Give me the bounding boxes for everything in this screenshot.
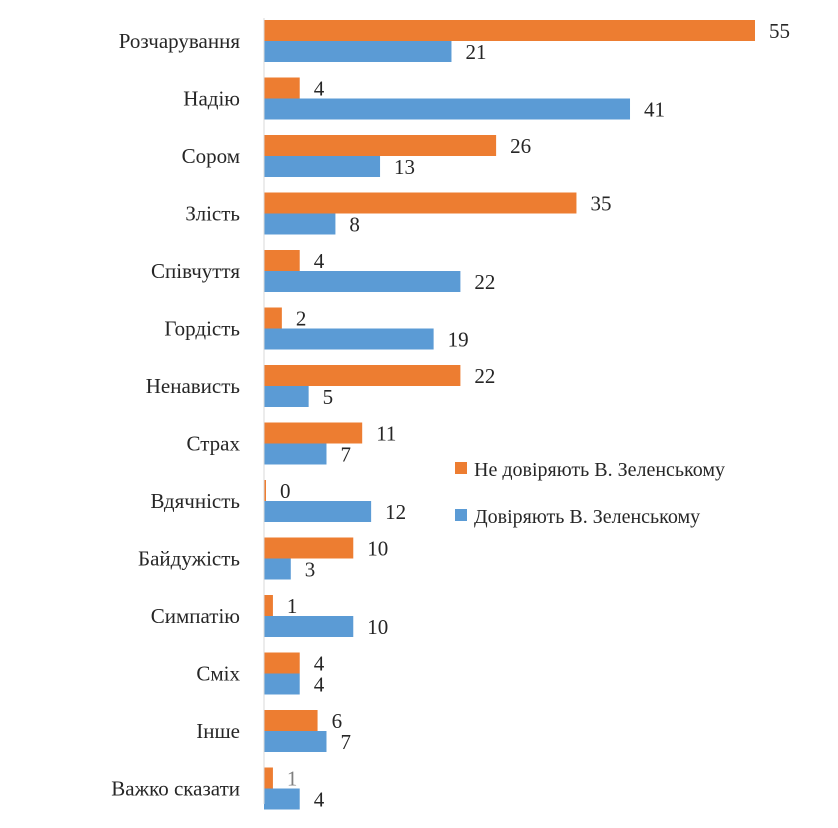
bar-trust-cat-5	[264, 328, 434, 350]
legend-swatch-distrust	[455, 462, 467, 474]
category-labels-group: Розчарування Надію Сором Злість Співчуття Гор…	[111, 29, 240, 801]
bar-distrust-cat-3	[264, 192, 577, 214]
value-label-distrust-cat-9: 10	[367, 537, 388, 561]
value-label-distrust-cat-10: 1	[287, 594, 298, 618]
bar-trust-cat-2	[264, 156, 381, 177]
value-label-distrust-cat-2: 26	[510, 134, 531, 158]
category-label-cat-10: Симпатію	[151, 604, 240, 628]
value-label-distrust-cat-3: 35	[590, 192, 611, 216]
bar-distrust-cat-12	[264, 710, 318, 731]
category-label-cat-9: Байдужість	[138, 547, 240, 571]
bar-trust-cat-8	[264, 501, 372, 522]
bar-distrust-cat-10	[264, 595, 273, 616]
value-label-trust-cat-12: 7	[340, 730, 351, 754]
bar-distrust-cat-7	[264, 422, 363, 444]
value-labels-group: 5521441261335842221922511701210311044671…	[280, 19, 790, 812]
bars-group	[264, 20, 755, 810]
category-label-cat-8: Вдячність	[150, 489, 240, 513]
bar-trust-cat-9	[264, 558, 291, 580]
bar-trust-cat-13	[264, 788, 300, 810]
bar-distrust-cat-11	[264, 652, 300, 674]
category-label-cat-12: Інше	[196, 719, 240, 743]
value-label-distrust-cat-5: 2	[296, 307, 307, 331]
bar-distrust-cat-1	[264, 77, 300, 99]
bar-distrust-cat-5	[264, 307, 282, 329]
category-label-cat-6: Ненависть	[146, 374, 240, 398]
value-label-distrust-cat-11: 4	[314, 652, 325, 676]
value-label-trust-cat-13: 4	[314, 788, 325, 812]
category-label-cat-0: Розчарування	[119, 29, 241, 53]
value-label-trust-cat-9: 3	[305, 558, 316, 582]
legend: Не довіряють В. Зеленському Довіряють В.…	[455, 459, 725, 528]
bar-distrust-cat-4	[264, 250, 300, 271]
value-label-trust-cat-6: 5	[323, 385, 334, 409]
bar-distrust-cat-13	[264, 767, 273, 789]
value-label-trust-cat-10: 10	[367, 615, 388, 639]
value-label-distrust-cat-0: 55	[769, 19, 790, 43]
bar-trust-cat-1	[264, 98, 631, 120]
category-label-cat-4: Співчуття	[151, 259, 240, 283]
category-label-cat-1: Надію	[183, 87, 240, 111]
category-label-cat-2: Сором	[182, 144, 240, 168]
bar-distrust-cat-9	[264, 537, 354, 559]
bar-trust-cat-3	[264, 213, 336, 235]
value-label-distrust-cat-6: 22	[474, 364, 495, 388]
value-label-trust-cat-11: 4	[314, 673, 325, 697]
value-label-trust-cat-1: 41	[644, 98, 665, 122]
value-label-distrust-cat-8: 0	[280, 479, 291, 503]
bar-trust-cat-10	[264, 616, 354, 637]
value-label-trust-cat-0: 21	[465, 40, 486, 64]
value-label-distrust-cat-7: 11	[376, 422, 396, 446]
bar-trust-cat-7	[264, 443, 327, 465]
value-label-distrust-cat-12: 6	[332, 709, 343, 733]
bar-trust-cat-11	[264, 673, 300, 695]
value-label-trust-cat-8: 12	[385, 500, 406, 524]
bar-distrust-cat-2	[264, 135, 497, 156]
value-label-distrust-cat-1: 4	[314, 77, 325, 101]
category-label-cat-5: Гордість	[164, 317, 240, 341]
value-label-distrust-cat-13: 1	[287, 767, 298, 791]
value-label-trust-cat-3: 8	[349, 213, 360, 237]
bar-trust-cat-4	[264, 271, 461, 292]
bar-trust-cat-12	[264, 731, 327, 752]
value-label-trust-cat-4: 22	[474, 270, 495, 294]
bar-trust-cat-6	[264, 386, 309, 407]
bar-distrust-cat-8	[264, 480, 266, 501]
bar-distrust-cat-0	[264, 20, 755, 41]
category-label-cat-3: Злість	[185, 202, 240, 226]
category-label-cat-7: Страх	[187, 432, 241, 456]
value-label-trust-cat-7: 7	[340, 443, 351, 467]
legend-label-trust: Довіряють В. Зеленському	[474, 506, 700, 528]
bar-trust-cat-0	[264, 41, 452, 62]
legend-label-distrust: Не довіряють В. Зеленському	[474, 459, 725, 481]
value-label-trust-cat-5: 19	[448, 328, 469, 352]
bar-distrust-cat-6	[264, 365, 461, 386]
category-label-cat-13: Важко сказати	[111, 777, 240, 801]
category-label-cat-11: Сміх	[196, 662, 240, 686]
legend-swatch-trust	[455, 509, 467, 521]
value-label-trust-cat-2: 13	[394, 155, 415, 179]
value-label-distrust-cat-4: 4	[314, 249, 325, 273]
